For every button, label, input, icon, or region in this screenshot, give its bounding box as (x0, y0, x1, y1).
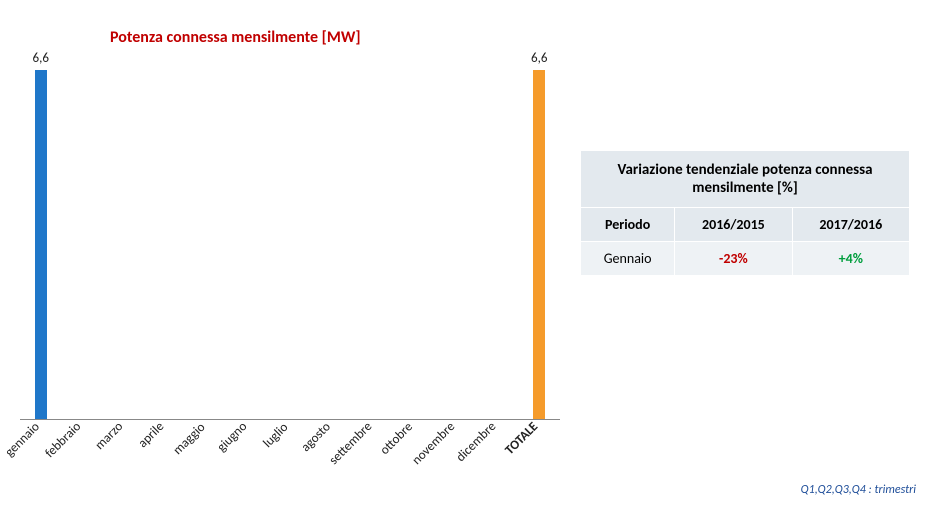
x-axis-label: settembre (326, 419, 375, 468)
table-title: Variazione tendenziale potenza connessa … (581, 151, 910, 208)
x-axis-label: maggio (171, 420, 209, 458)
footnote: Q1,Q2,Q3,Q4 : trimestri (801, 483, 916, 497)
cell-2017-2016: +4% (792, 242, 909, 276)
table-header-row: Periodo 2016/2015 2017/2016 (581, 208, 910, 242)
variation-table: Variazione tendenziale potenza connessa … (580, 150, 910, 276)
x-axis-label: dicembre (454, 420, 500, 466)
bar (35, 70, 47, 419)
x-axis-label: ottobre (378, 420, 417, 459)
variation-table-container: Variazione tendenziale potenza connessa … (580, 150, 910, 276)
x-axis-label: luglio (261, 420, 292, 451)
cell-period: Gennaio (581, 242, 675, 276)
x-axis-label: marzo (92, 420, 126, 454)
col-2016-2015: 2016/2015 (675, 208, 792, 242)
x-axis-label: giugno (214, 420, 250, 456)
x-axis-label: novembre (409, 419, 458, 468)
col-period: Periodo (581, 208, 675, 242)
bar-value-label: 6,6 (21, 51, 61, 66)
bar (533, 70, 545, 419)
cell-2016-2015: -23% (675, 242, 792, 276)
col-2017-2016: 2017/2016 (792, 208, 909, 242)
bar-chart: Potenza connessa mensilmente [MW] 6,66,6… (10, 10, 570, 480)
x-axis-label: aprile (136, 419, 168, 451)
bar-value-label: 6,6 (519, 51, 559, 66)
chart-title: Potenza connessa mensilmente [MW] (110, 28, 361, 47)
chart-plot-area: 6,6 6,6 (20, 50, 560, 420)
chart-x-axis-labels: gennaiofebbraiomarzoaprilemaggiogiugnolu… (20, 425, 560, 485)
x-axis-label: agosto (298, 419, 333, 454)
table-row: Gennaio -23% +4% (581, 242, 910, 276)
x-axis-label: TOTALE (502, 420, 541, 459)
x-axis-label: febbraio (43, 419, 85, 461)
x-axis-label: gennaio (2, 419, 42, 459)
